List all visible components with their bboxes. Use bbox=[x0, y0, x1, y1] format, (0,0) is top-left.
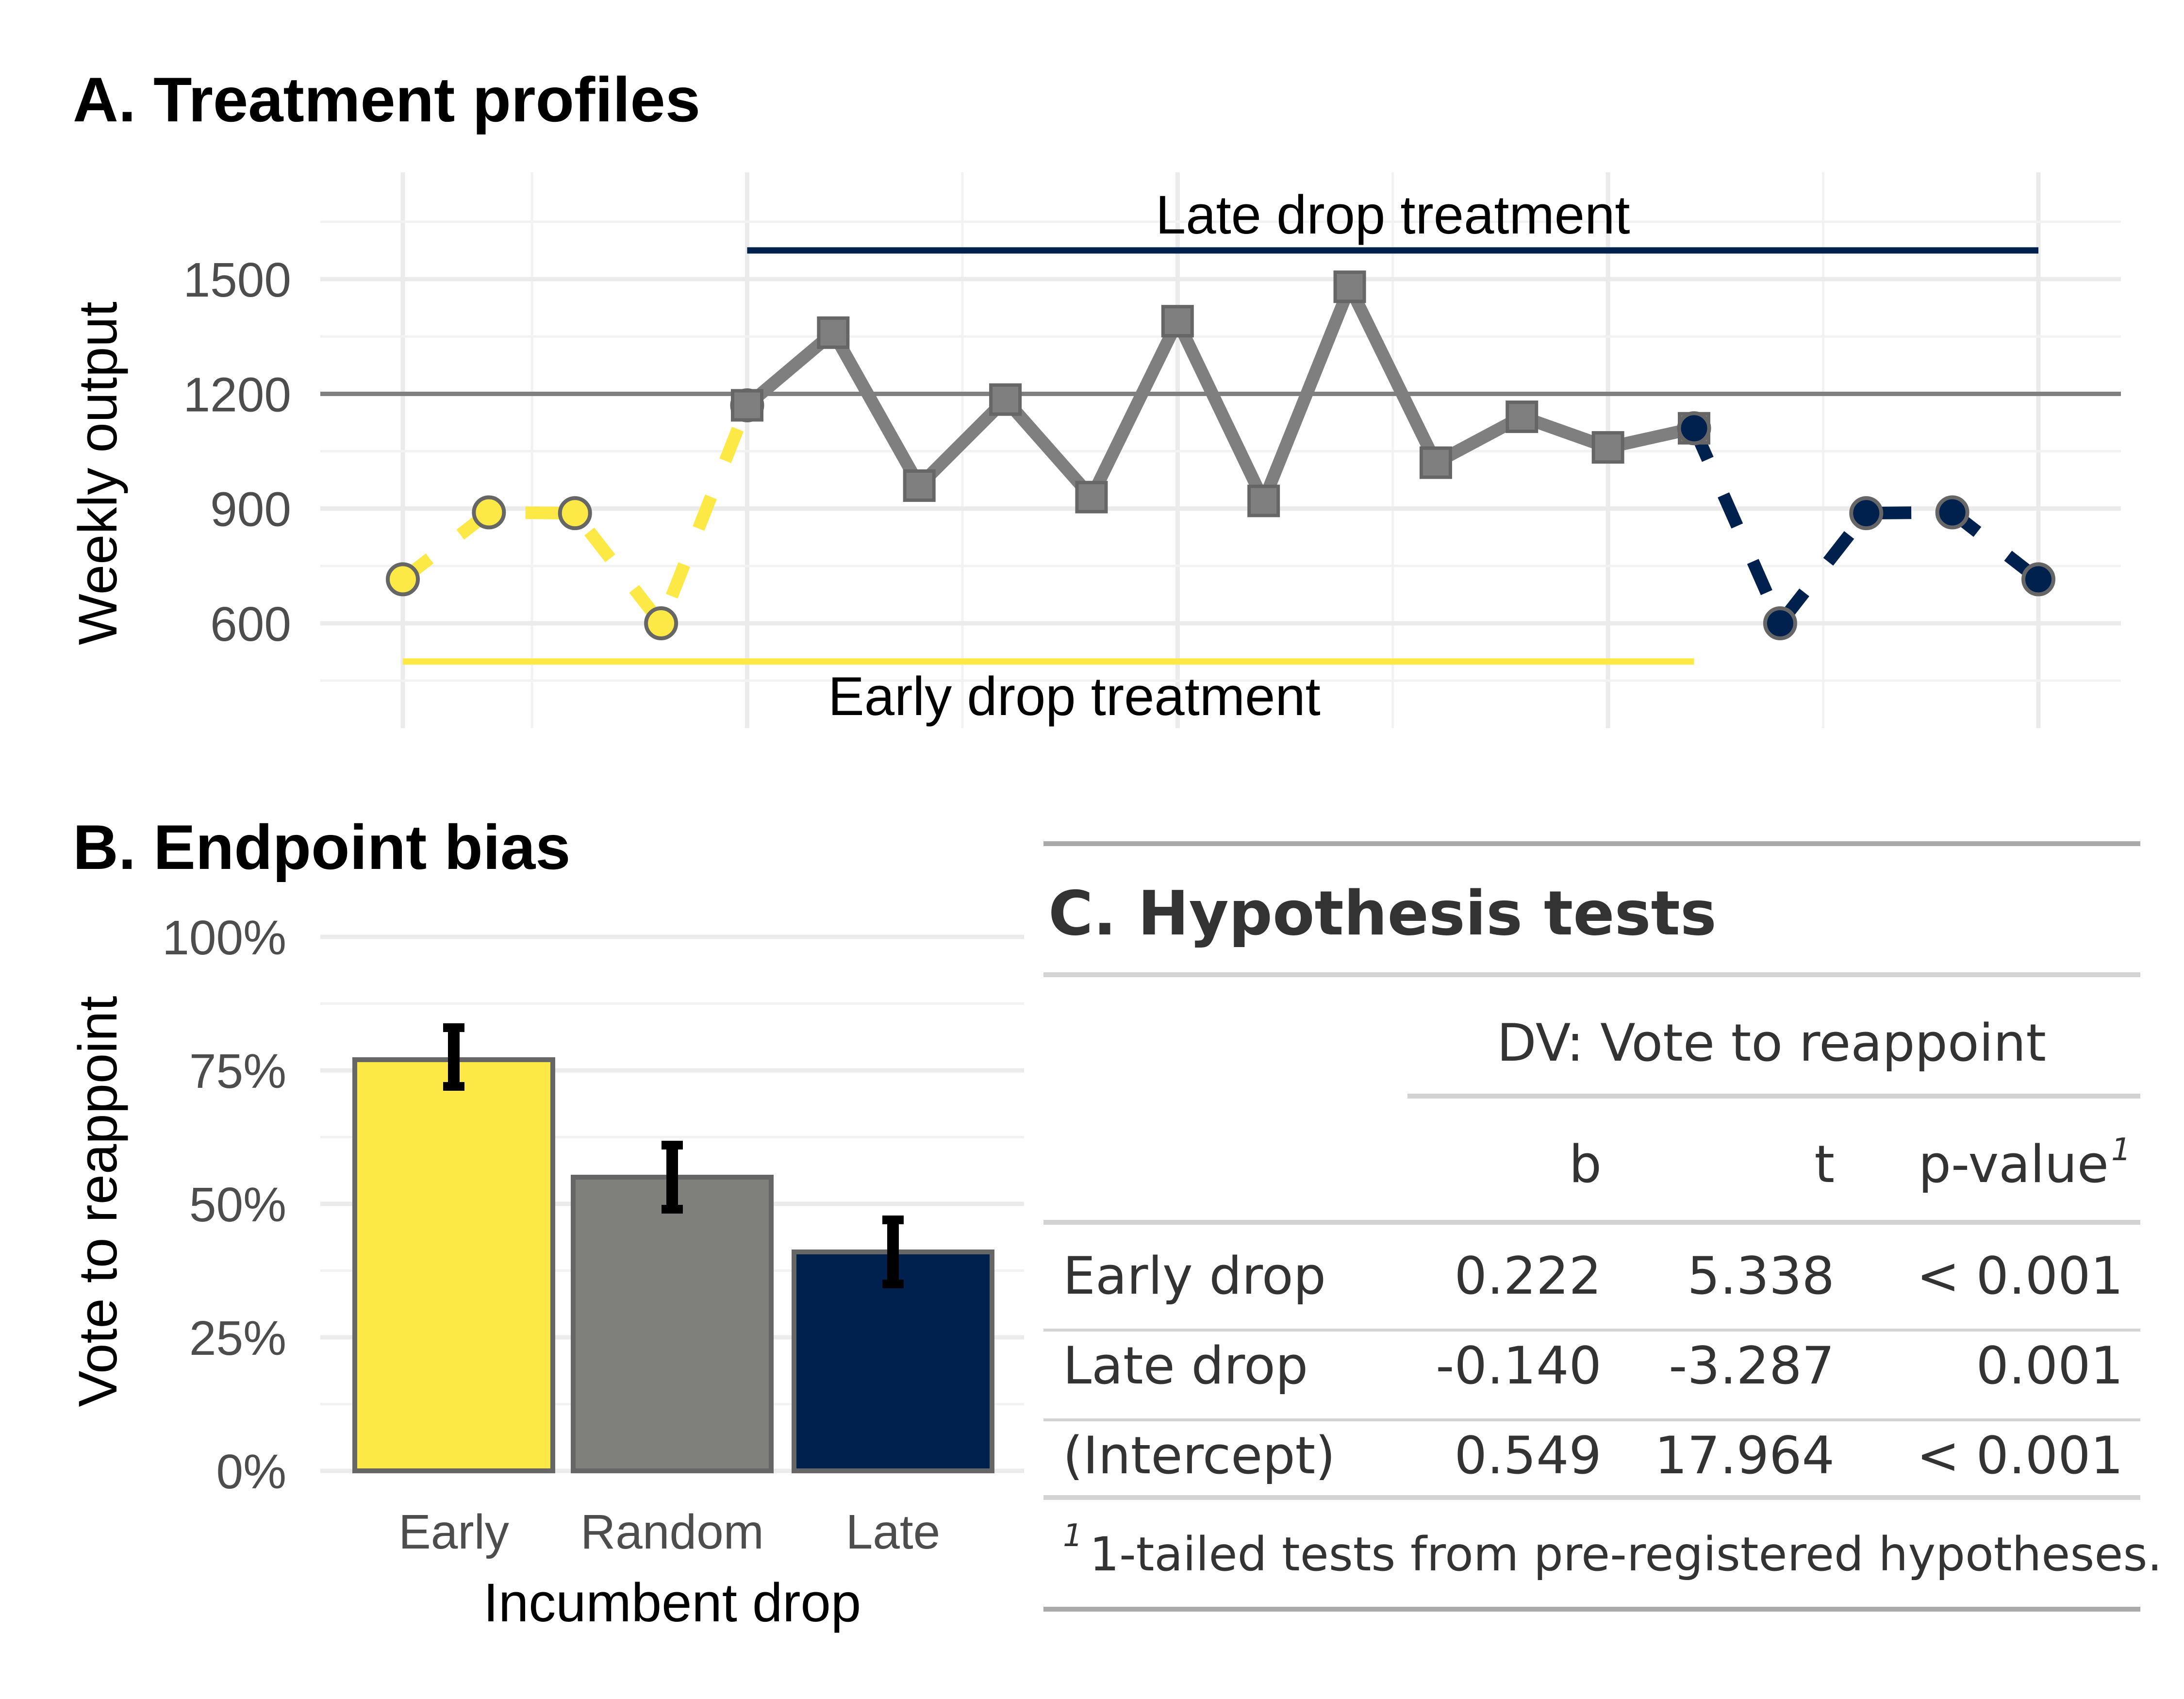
cell-b: 0.549 bbox=[1455, 1426, 1602, 1485]
late-point bbox=[1677, 411, 1711, 446]
early-drop-treatment-label: Early drop treatment bbox=[828, 666, 1321, 727]
random-point bbox=[1161, 305, 1194, 338]
y-tick-label: 25% bbox=[189, 1311, 286, 1366]
cell-p-value: < 0.001 bbox=[1917, 1246, 2123, 1306]
row-label: Late drop bbox=[1063, 1336, 1308, 1396]
table-footnote: 1-tailed tests from pre-registered hypot… bbox=[1090, 1527, 2162, 1582]
row-label: Early drop bbox=[1063, 1246, 1326, 1306]
panel-a-grid bbox=[320, 172, 2121, 728]
random-point bbox=[1419, 446, 1452, 479]
late-point bbox=[1763, 606, 1797, 640]
panel-b-endpoint-bias: B. Endpoint bias 0% 25% 50% 75% 100% Early Ra… bbox=[67, 812, 1024, 1633]
column-header-p-value: p-value bbox=[1919, 1134, 2109, 1194]
table-spanner: DV: Vote to reappoint bbox=[1497, 1013, 2046, 1073]
bar-random bbox=[571, 1175, 774, 1473]
panel-a-title: A. Treatment profiles bbox=[73, 64, 700, 135]
y-tick-label: 50% bbox=[189, 1178, 286, 1232]
random-point bbox=[989, 383, 1022, 416]
panel-b-y-ticks: 0% 25% 50% 75% 100% bbox=[162, 911, 286, 1499]
y-tick-label: 0% bbox=[216, 1445, 286, 1499]
cell-p-value: 0.001 bbox=[1976, 1336, 2123, 1396]
column-header-footnote-mark: 1 bbox=[2111, 1132, 2131, 1168]
late-point bbox=[1849, 496, 1884, 531]
panel-c-hypothesis-tests: C. Hypothesis tests DV: Vote to reappoin… bbox=[1043, 841, 2162, 1612]
panel-a-y-axis-label: Weekly output bbox=[67, 301, 128, 645]
y-tick-label: 1200 bbox=[183, 367, 291, 422]
early-point bbox=[558, 496, 592, 531]
late-drop-treatment-label: Late drop treatment bbox=[1156, 184, 1630, 245]
error-bars bbox=[443, 1023, 904, 1288]
panel-a-y-ticks: 600 900 1200 1500 bbox=[183, 253, 291, 651]
x-tick-label: Late bbox=[846, 1505, 941, 1559]
random-point bbox=[1506, 400, 1539, 433]
random-point bbox=[1075, 481, 1108, 514]
random-point bbox=[1247, 484, 1280, 517]
series-points bbox=[386, 270, 2055, 640]
cell-t: 17.964 bbox=[1655, 1426, 1835, 1485]
column-header-t: t bbox=[1814, 1134, 1835, 1194]
random-point bbox=[1591, 431, 1624, 464]
x-tick-label: Early bbox=[398, 1505, 509, 1559]
y-tick-label: 1500 bbox=[183, 253, 291, 307]
cell-t: 5.338 bbox=[1688, 1246, 1835, 1306]
y-tick-label: 75% bbox=[189, 1044, 286, 1099]
x-tick-label: Random bbox=[580, 1505, 764, 1559]
row-label: (Intercept) bbox=[1063, 1426, 1336, 1485]
cell-b: 0.222 bbox=[1455, 1246, 1602, 1306]
treatment-lines bbox=[403, 247, 2038, 665]
panel-a-treatment-profiles: A. Treatment profiles 600 900 1200 1500 Wee… bbox=[67, 64, 2121, 728]
cell-b: -0.140 bbox=[1436, 1336, 1602, 1396]
column-header-b: b bbox=[1569, 1134, 1602, 1194]
random-point bbox=[730, 389, 763, 422]
y-tick-label: 900 bbox=[210, 483, 291, 537]
random-point bbox=[903, 469, 936, 502]
y-tick-label: 600 bbox=[210, 597, 291, 651]
early-point bbox=[386, 562, 420, 597]
cell-t: -3.287 bbox=[1669, 1336, 1835, 1396]
bar-late bbox=[792, 1249, 994, 1473]
random-point bbox=[1333, 270, 1366, 303]
late-point bbox=[2021, 562, 2055, 597]
late-point bbox=[1935, 495, 1969, 530]
early-point bbox=[472, 495, 506, 530]
random-point bbox=[817, 316, 850, 349]
panel-b-y-axis-label: Vote to reappoint bbox=[67, 996, 128, 1407]
bar-early bbox=[352, 1057, 555, 1473]
table-body: Early drop 0.222 5.338 < 0.001 Late drop -0.1… bbox=[1043, 1246, 2140, 1485]
panel-b-x-ticks: Early Random Late bbox=[398, 1505, 940, 1559]
footnote-mark: 1 bbox=[1063, 1518, 1083, 1554]
bars bbox=[352, 1057, 994, 1473]
y-tick-label: 100% bbox=[162, 911, 286, 965]
table-title: C. Hypothesis tests bbox=[1048, 878, 1717, 949]
early-point bbox=[644, 606, 678, 640]
panel-b-x-axis-label: Incumbent drop bbox=[483, 1572, 861, 1633]
cell-p-value: < 0.001 bbox=[1917, 1426, 2123, 1485]
panel-b-title: B. Endpoint bias bbox=[73, 812, 571, 883]
